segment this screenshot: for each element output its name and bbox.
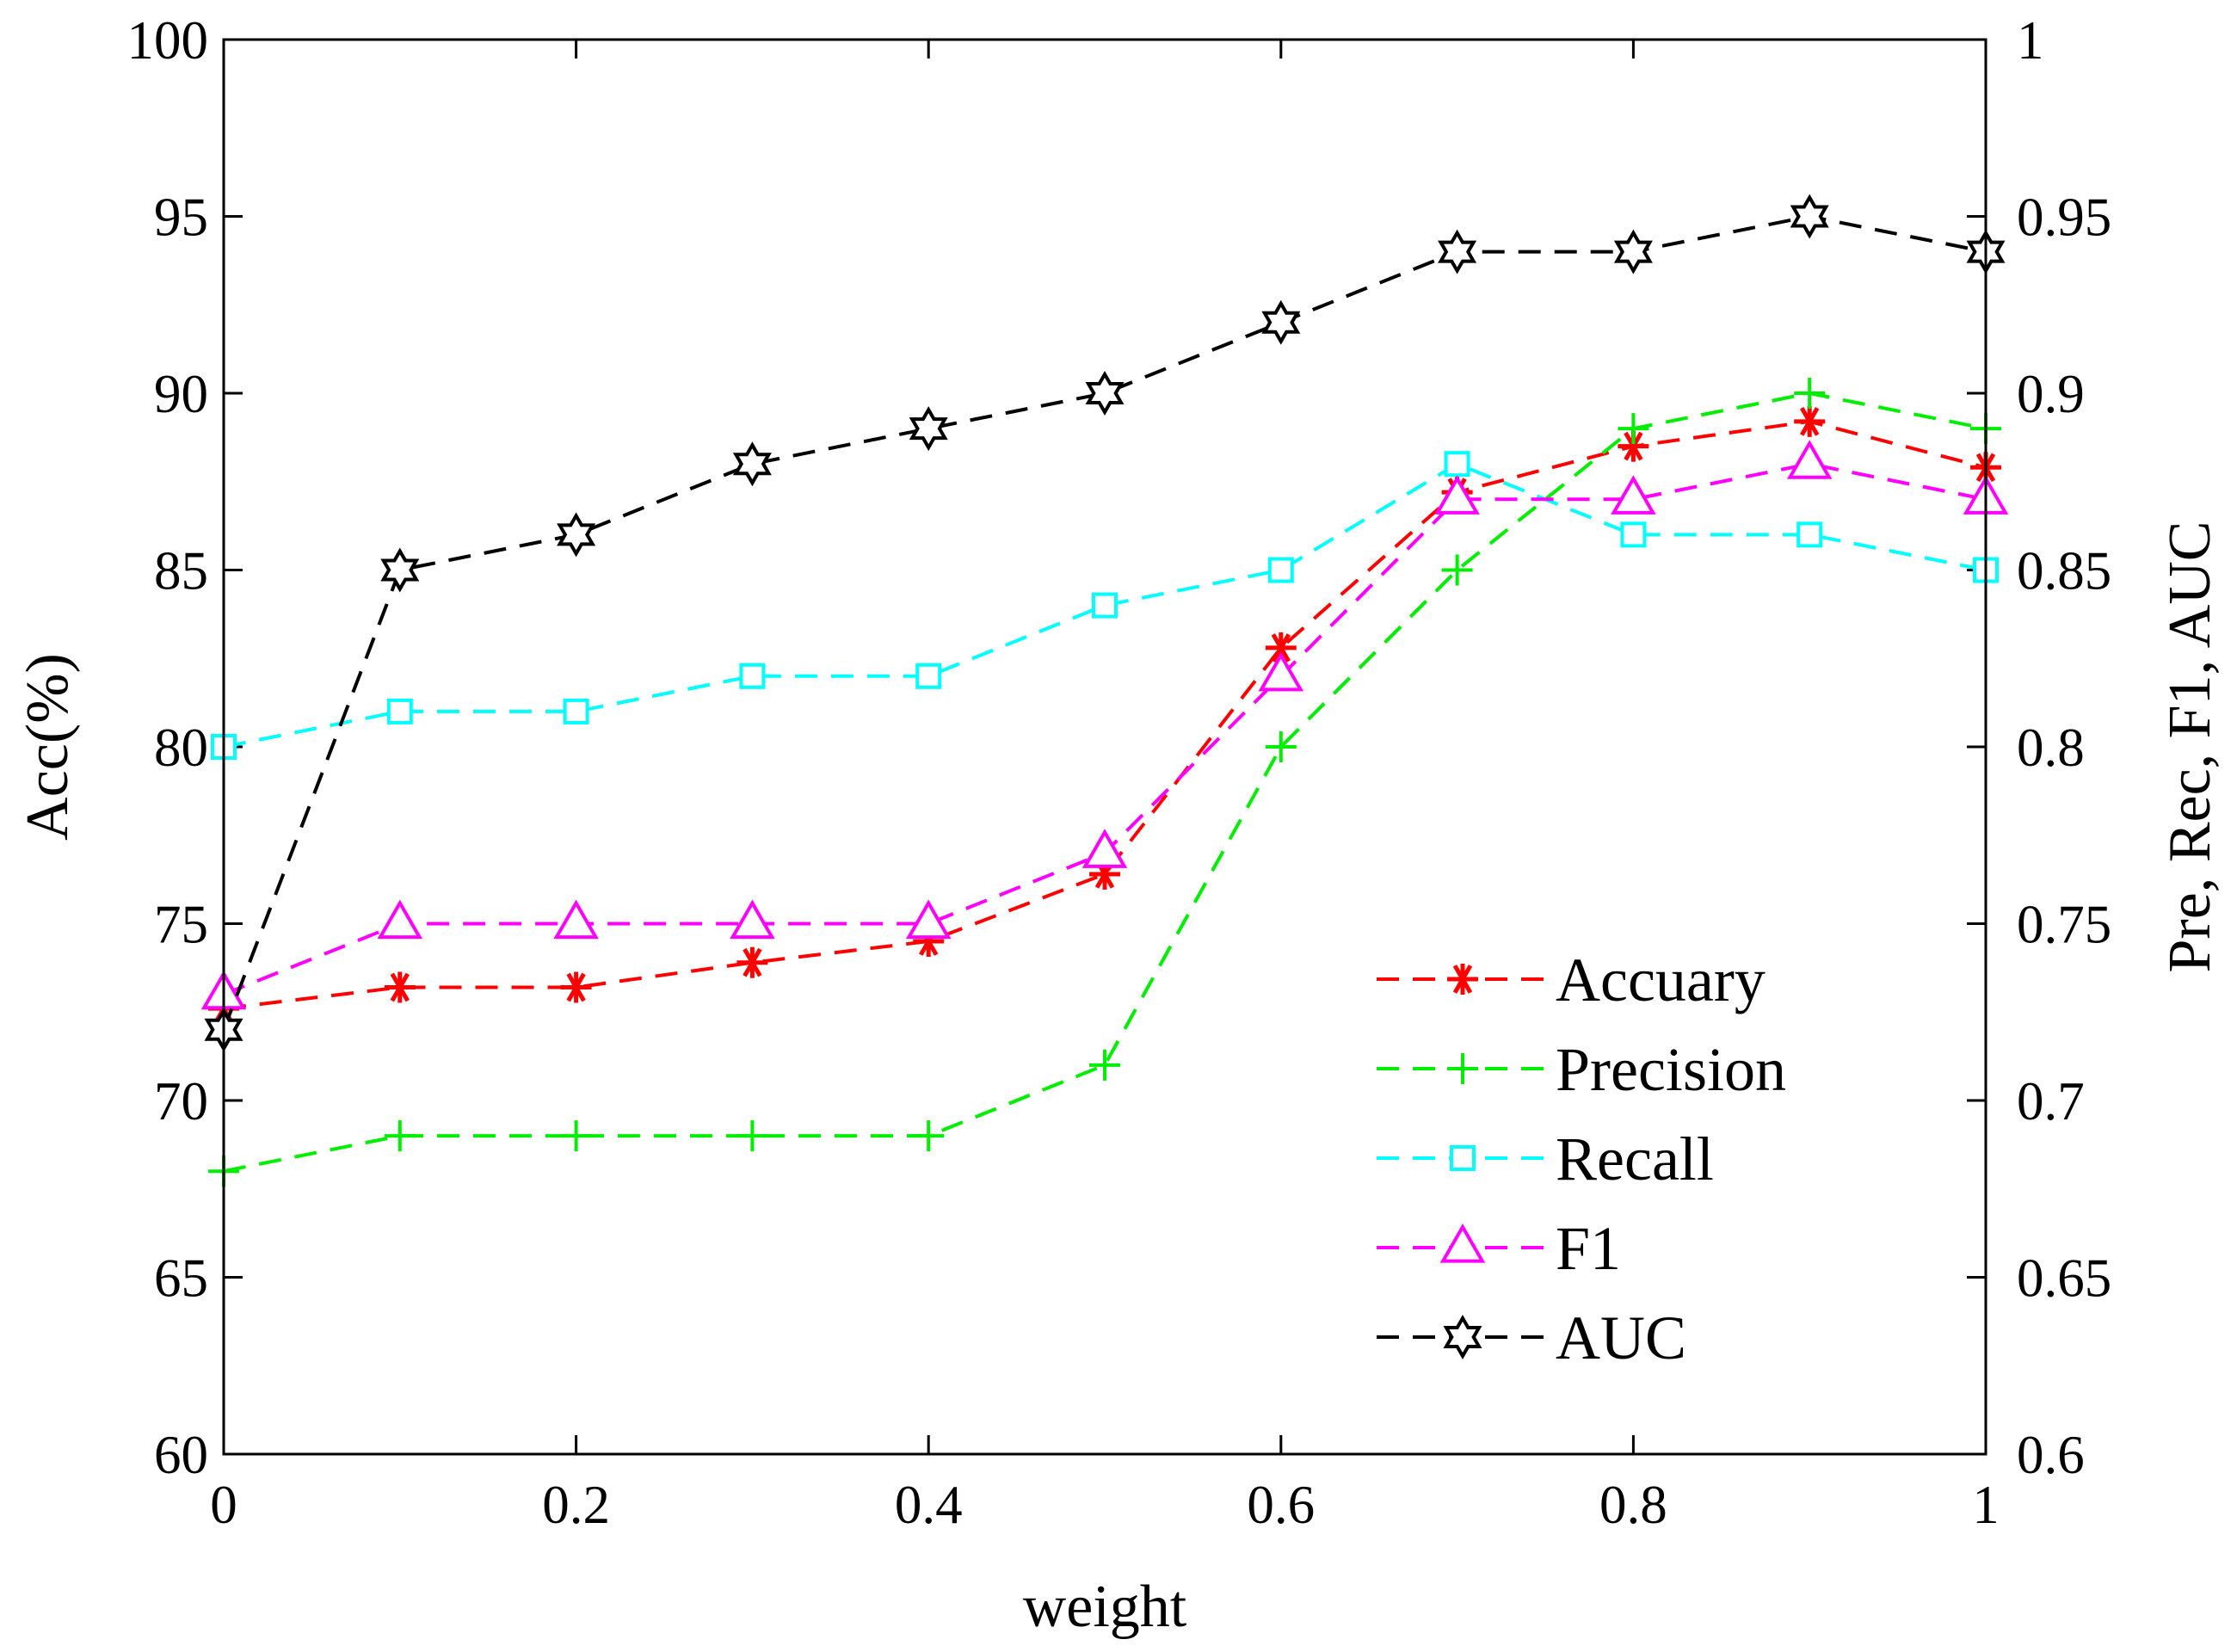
line-precision [223, 391, 1987, 1174]
point-recall [1267, 557, 1294, 583]
plot-area [224, 40, 1986, 1454]
point-precision [1089, 1049, 1120, 1081]
y-right-tick-label: 0.8 [2017, 718, 2085, 778]
point-precision [384, 1120, 416, 1152]
point-auc [732, 441, 772, 487]
y-right-tick-label: 0.9 [2017, 364, 2085, 424]
point-f1 [553, 899, 599, 940]
point-auc [1613, 229, 1653, 274]
y-right-tick-label: 0.95 [2017, 188, 2111, 248]
point-precision [1265, 731, 1297, 762]
point-f1 [1258, 651, 1304, 692]
y-right-tick-label: 0.6 [2017, 1425, 2085, 1485]
x-tick-label: 1 [1972, 1475, 2000, 1535]
legend-item-recall: Recall [1377, 1125, 1714, 1193]
line-accuary [223, 419, 1987, 1011]
point-f1 [730, 899, 775, 940]
tick-labels: 0 0.2 0.4 0.6 0.8 1 60 65 70 75 80 85 90 95 100 0.6 0.65… [127, 10, 2112, 1535]
y-left-tick-label: 70 [154, 1071, 208, 1131]
y-axis-left-title: Acc(%) [15, 653, 81, 841]
point-auc [1790, 194, 1829, 239]
point-recall [1444, 451, 1470, 478]
point-accuary [384, 971, 416, 1003]
y-right-tick-label: 0.7 [2017, 1071, 2085, 1131]
point-recall [739, 663, 766, 689]
point-precision [560, 1120, 592, 1152]
y-left-tick-label: 65 [154, 1248, 208, 1309]
point-precision [1794, 378, 1826, 409]
series [200, 194, 2009, 1187]
y-left-tick-label: 95 [154, 188, 208, 248]
x-tick-label: 0.6 [1247, 1475, 1315, 1535]
series-f1 [200, 440, 2009, 1010]
point-precision [1618, 413, 1649, 445]
point-precision [1441, 554, 1473, 586]
legend-marker-auc [1443, 1314, 1482, 1360]
y-right-tick-label: 0.75 [2017, 895, 2111, 955]
plot-frame [222, 38, 1987, 1456]
point-recall [1092, 592, 1118, 619]
point-f1 [1434, 475, 1480, 515]
point-f1 [1786, 440, 1833, 479]
x-tick-label: 0 [210, 1475, 237, 1535]
point-accuary [560, 971, 592, 1003]
y-right-tick-label: 1 [2017, 10, 2044, 71]
legend-item-accuary: Accuary [1377, 946, 1766, 1014]
point-recall [386, 698, 413, 724]
y-right-tick-label: 0.65 [2017, 1248, 2111, 1309]
point-recall [915, 663, 942, 689]
point-auc [1261, 299, 1301, 345]
legend-label-f1: F1 [1556, 1214, 1621, 1283]
legend-label-recall: Recall [1556, 1125, 1714, 1193]
legend-item-f1: F1 [1377, 1214, 1621, 1283]
point-recall [1620, 521, 1647, 548]
x-axis-title: weight [1023, 1574, 1187, 1640]
legend-marker-precision [1447, 1053, 1478, 1084]
y-left-tick-label: 90 [154, 364, 208, 424]
point-auc [909, 406, 948, 452]
legend-label-auc: AUC [1556, 1304, 1686, 1372]
y-left-tick-label: 100 [127, 10, 209, 71]
y-right-tick-label: 0.85 [2017, 541, 2111, 601]
legend-label-precision: Precision [1556, 1035, 1786, 1104]
point-recall [563, 698, 589, 724]
x-tick-label: 0.2 [542, 1475, 610, 1535]
legend-item-auc: AUC [1377, 1304, 1686, 1372]
y-left-tick-label: 85 [154, 541, 208, 601]
legend-label-accuary: Accuary [1556, 946, 1766, 1014]
point-auc [557, 512, 596, 558]
y-left-tick-label: 75 [154, 895, 208, 955]
legend-marker-recall [1450, 1145, 1476, 1171]
legend: Accuary Precision Recall F1 AUC [1377, 946, 1786, 1372]
point-auc [1085, 370, 1125, 416]
y-left-tick-label: 80 [154, 718, 208, 778]
legend-marker-accuary [1447, 964, 1478, 995]
point-recall [1796, 521, 1823, 548]
point-accuary [1794, 405, 1826, 437]
point-f1 [905, 899, 952, 940]
point-f1 [1611, 475, 1656, 515]
line-recall [223, 461, 1987, 749]
point-precision [913, 1120, 945, 1152]
point-f1 [377, 899, 423, 940]
point-f1 [1082, 829, 1128, 868]
legend-marker-f1 [1439, 1223, 1486, 1263]
point-auc [380, 547, 420, 593]
x-tick-label: 0.8 [1599, 1475, 1667, 1535]
point-auc [1438, 229, 1477, 274]
point-precision [736, 1120, 768, 1152]
series-precision [208, 378, 2001, 1187]
y-axis-right-title: Pre, Rec, F1, AUC [2157, 521, 2223, 973]
x-tick-label: 0.4 [895, 1475, 963, 1535]
legend-item-precision: Precision [1377, 1035, 1786, 1104]
y-left-tick-label: 60 [154, 1425, 208, 1485]
point-accuary [736, 946, 768, 978]
